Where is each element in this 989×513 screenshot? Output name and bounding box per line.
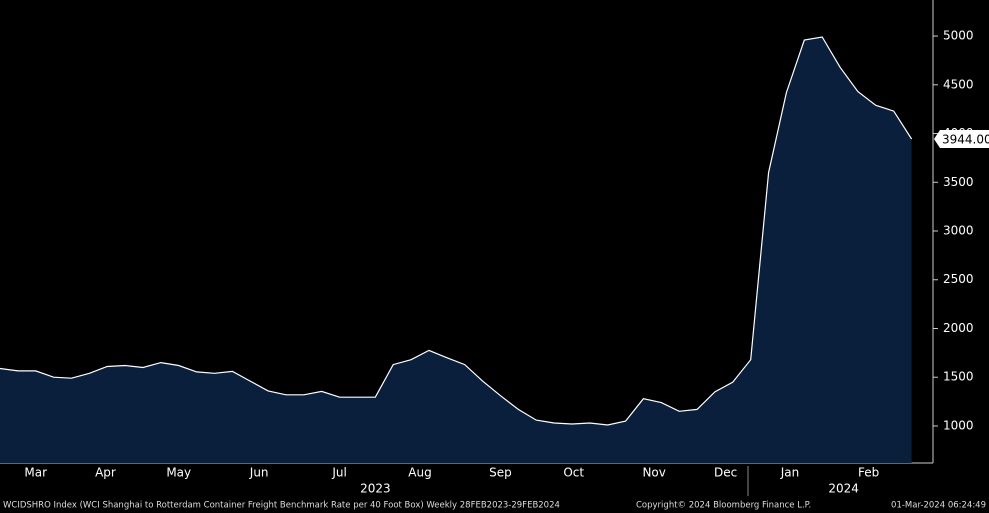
- y-tick-label: 5000: [943, 29, 974, 43]
- x-tick-label: Feb: [858, 466, 879, 480]
- x-tick-label: Oct: [563, 466, 584, 480]
- x-tick-label: May: [166, 466, 191, 480]
- area: [0, 37, 912, 463]
- line: [0, 36, 913, 426]
- x-tick-label: Jun: [249, 466, 269, 480]
- x-tick-label: Dec: [714, 466, 737, 480]
- y-tick-label: 2500: [943, 272, 974, 286]
- x-tick-label: Aug: [408, 466, 431, 480]
- y-tick-label: 1500: [943, 370, 974, 384]
- x-tick-label: Mar: [24, 466, 47, 480]
- footer-band: [0, 497, 989, 513]
- year-label: 2023: [360, 482, 391, 496]
- y-tick-label: 2000: [943, 321, 974, 335]
- x-tick-label: Apr: [95, 466, 116, 480]
- x-tick-label: Jul: [331, 466, 346, 480]
- last-value-box: [934, 129, 989, 148]
- y-tick-label: 3000: [943, 224, 974, 238]
- last-value-label: 3944.00: [942, 132, 989, 146]
- footer-center: Copyright© 2024 Bloomberg Finance L.P.: [636, 501, 811, 511]
- footer-left: WCIDSHRO Index (WCI Shanghai to Rotterda…: [3, 501, 560, 511]
- x-tick-label: Nov: [642, 466, 665, 480]
- x-tick-label: Sep: [489, 466, 512, 480]
- y-tick-label: 4500: [943, 77, 974, 91]
- y-tick-label: 3500: [943, 175, 974, 189]
- footer-right: 01-Mar-2024 06:24:49: [891, 501, 986, 511]
- year-label: 2024: [828, 482, 859, 496]
- y-tick-label: 1000: [943, 418, 974, 432]
- x-tick-label: Jan: [780, 466, 800, 480]
